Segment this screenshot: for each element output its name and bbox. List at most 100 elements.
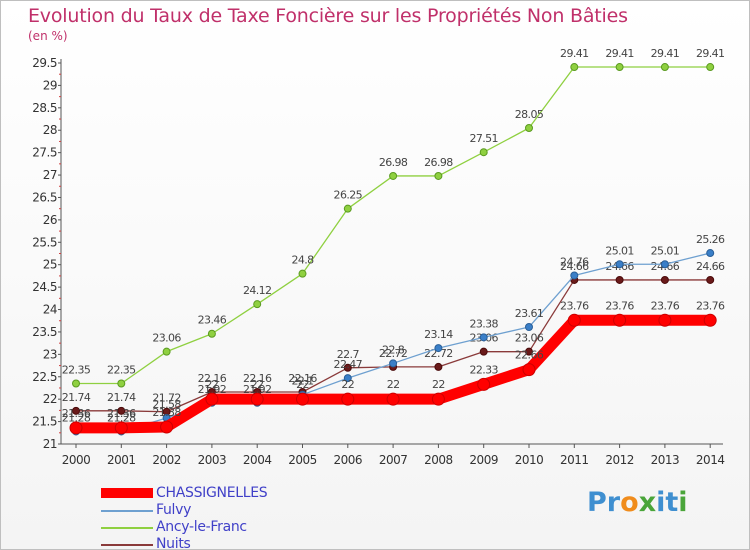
data-point [570,271,579,280]
data-point [479,333,488,342]
data-point [660,63,669,72]
data-point [479,347,488,356]
data-point [72,406,80,415]
data-label: 29.41 [560,47,589,60]
y-tick-label: 24.5 [32,280,57,294]
data-label: 26.98 [379,156,408,169]
data-label: 23.06 [152,332,181,345]
data-label: 22.7 [337,348,360,361]
chart-subtitle: (en %) [28,29,68,43]
legend-item: Ancy-le-Franc [101,519,321,536]
data-label: 26.25 [334,189,363,202]
data-label: 22 [387,378,400,391]
data-label: 24.76 [560,255,589,268]
data-label: 23.76 [605,299,634,312]
data-label: 23.76 [560,299,589,312]
x-tick-label: 2002 [152,453,181,467]
data-label: 22.35 [62,363,91,376]
data-label: 21.38 [152,406,181,419]
data-point [479,148,488,157]
data-point [389,171,398,180]
logo-letter: i [678,487,688,518]
data-label: 23.46 [198,314,227,327]
data-label: 22 [251,378,264,391]
data-point [431,392,445,406]
data-point [525,323,533,332]
data-label: 22 [205,378,218,391]
y-tick-label: 26.5 [32,190,57,204]
data-point [615,63,624,72]
y-tick-label: 21 [43,437,57,451]
chart-title: Evolution du Taux de Taxe Foncière sur l… [28,5,628,27]
data-point [343,363,352,372]
data-label: 25.01 [605,244,634,257]
legend-label: Ancy-le-Franc [156,519,247,535]
data-label: 23.06 [515,332,544,345]
data-label: 23.76 [651,299,680,312]
y-tick-label: 29.5 [32,56,57,70]
data-label: 21.28 [107,411,136,424]
x-tick-label: 2010 [515,453,544,467]
data-point [253,300,262,309]
series-ancy-le-franc: 22.35 22.35 23.06 23.46 24.12 24.8 26.25 26.98 2… [62,47,725,388]
data-point [567,313,581,327]
x-tick-label: 2014 [696,453,725,467]
data-label: 22 [296,378,309,391]
data-point [386,392,400,406]
data-point [114,421,128,435]
y-tick-label: 24 [43,303,57,317]
data-point [706,63,715,72]
data-point [615,275,624,284]
data-label: 26.98 [424,156,453,169]
data-point [69,421,83,435]
logo-letter: x [638,487,657,518]
proxiti-logo: Proxiti [587,487,688,518]
data-label: 29.41 [696,47,725,60]
x-tick-label: 2008 [424,453,453,467]
x-tick-label: 2003 [198,453,227,467]
logo-letter: i [656,487,666,518]
data-point [660,275,669,284]
data-point [658,313,672,327]
data-label: 23.14 [424,328,453,341]
y-tick-label: 28.5 [32,101,57,115]
y-tick-label: 25 [43,258,57,272]
data-label: 22.72 [379,347,408,360]
axes: 21 21.5 22 22.5 23 23.5 24 24.5 25 25.5 26 26.5 27 27… [32,56,725,467]
legend-label: CHASSIGNELLES [156,485,268,501]
data-label: 22.1 [291,375,313,388]
data-label: 23.61 [515,307,544,320]
data-point [343,204,352,213]
data-label: 27.51 [469,132,498,145]
data-point [341,392,355,406]
data-label: 24.8 [291,254,314,267]
data-label: 22.47 [334,358,363,371]
data-point [706,275,715,284]
data-label: 23.38 [469,317,498,330]
data-point [117,379,126,388]
data-label: 21.74 [107,391,136,404]
data-point [434,171,443,180]
x-tick-label: 2006 [334,453,363,467]
data-point [613,313,627,327]
x-tick-label: 2004 [243,453,272,467]
data-point [703,313,717,327]
data-point [296,392,309,406]
legend-swatch [101,544,153,546]
data-label: 22.16 [198,372,227,385]
data-point [525,123,533,132]
x-tick-label: 2005 [288,453,317,467]
data-label: 21.72 [152,392,181,405]
data-point [117,406,126,415]
data-label: 28.05 [515,108,544,121]
data-label: 29.41 [651,47,680,60]
data-label: 29.41 [605,47,634,60]
x-tick-label: 2011 [560,453,589,467]
y-tick-label: 22 [43,392,57,406]
y-tick-label: 25.5 [32,235,57,249]
logo-letter: P [587,487,607,518]
y-tick-label: 23.5 [32,325,57,339]
y-tick-label: 23 [43,347,57,361]
